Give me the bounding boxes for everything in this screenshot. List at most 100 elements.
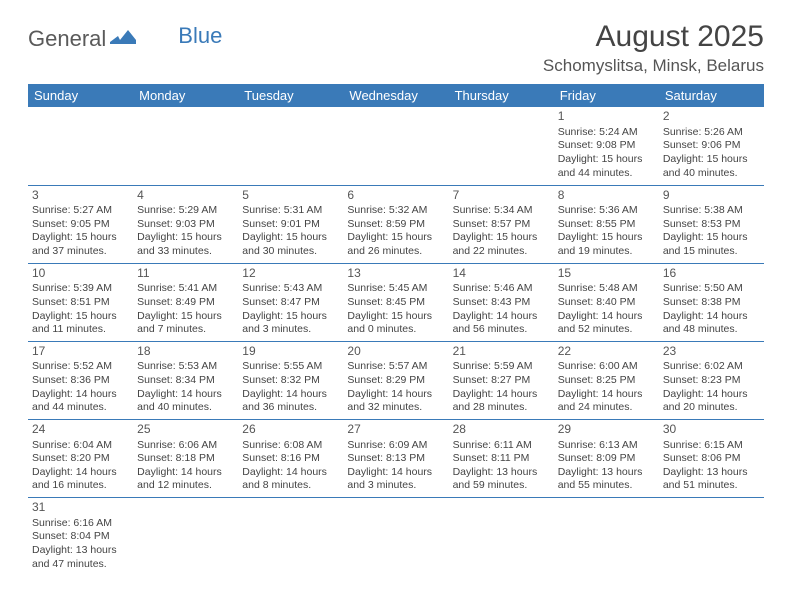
day-header: Monday (133, 84, 238, 107)
sunrise-text: Sunrise: 6:11 AM (453, 439, 550, 453)
calendar-cell: 15Sunrise: 5:48 AMSunset: 8:40 PMDayligh… (554, 263, 659, 341)
calendar-cell: 19Sunrise: 5:55 AMSunset: 8:32 PMDayligh… (238, 341, 343, 419)
calendar-cell: 11Sunrise: 5:41 AMSunset: 8:49 PMDayligh… (133, 263, 238, 341)
day-number: 26 (242, 422, 339, 438)
logo-text-general: General (28, 26, 106, 52)
sunset-text: Sunset: 8:16 PM (242, 452, 339, 466)
sunset-text: Sunset: 8:34 PM (137, 374, 234, 388)
day-number: 17 (32, 344, 129, 360)
day-number: 23 (663, 344, 760, 360)
sunrise-text: Sunrise: 5:43 AM (242, 282, 339, 296)
daylight-text: Daylight: 15 hours and 33 minutes. (137, 231, 234, 258)
sunrise-text: Sunrise: 6:06 AM (137, 439, 234, 453)
day-header: Sunday (28, 84, 133, 107)
sunset-text: Sunset: 8:47 PM (242, 296, 339, 310)
sunrise-text: Sunrise: 6:09 AM (347, 439, 444, 453)
day-number: 19 (242, 344, 339, 360)
day-header: Saturday (659, 84, 764, 107)
sunset-text: Sunset: 9:08 PM (558, 139, 655, 153)
day-number: 3 (32, 188, 129, 204)
sunset-text: Sunset: 8:53 PM (663, 218, 760, 232)
day-header: Friday (554, 84, 659, 107)
daylight-text: Daylight: 14 hours and 12 minutes. (137, 466, 234, 493)
calendar-cell: 17Sunrise: 5:52 AMSunset: 8:36 PMDayligh… (28, 341, 133, 419)
day-number: 16 (663, 266, 760, 282)
sunrise-text: Sunrise: 5:32 AM (347, 204, 444, 218)
daylight-text: Daylight: 15 hours and 40 minutes. (663, 153, 760, 180)
calendar-cell: 18Sunrise: 5:53 AMSunset: 8:34 PMDayligh… (133, 341, 238, 419)
sunrise-text: Sunrise: 5:39 AM (32, 282, 129, 296)
calendar-cell (449, 107, 554, 185)
daylight-text: Daylight: 14 hours and 40 minutes. (137, 388, 234, 415)
day-number: 27 (347, 422, 444, 438)
daylight-text: Daylight: 13 hours and 55 minutes. (558, 466, 655, 493)
sunset-text: Sunset: 8:29 PM (347, 374, 444, 388)
calendar-week-row: 17Sunrise: 5:52 AMSunset: 8:36 PMDayligh… (28, 341, 764, 419)
day-number: 18 (137, 344, 234, 360)
sunrise-text: Sunrise: 6:16 AM (32, 517, 129, 531)
sunrise-text: Sunrise: 6:13 AM (558, 439, 655, 453)
daylight-text: Daylight: 14 hours and 24 minutes. (558, 388, 655, 415)
sunset-text: Sunset: 9:05 PM (32, 218, 129, 232)
calendar-cell: 12Sunrise: 5:43 AMSunset: 8:47 PMDayligh… (238, 263, 343, 341)
daylight-text: Daylight: 13 hours and 51 minutes. (663, 466, 760, 493)
calendar-cell: 13Sunrise: 5:45 AMSunset: 8:45 PMDayligh… (343, 263, 448, 341)
calendar-cell: 2Sunrise: 5:26 AMSunset: 9:06 PMDaylight… (659, 107, 764, 185)
day-header: Thursday (449, 84, 554, 107)
daylight-text: Daylight: 14 hours and 52 minutes. (558, 310, 655, 337)
sunset-text: Sunset: 8:25 PM (558, 374, 655, 388)
calendar-cell: 21Sunrise: 5:59 AMSunset: 8:27 PMDayligh… (449, 341, 554, 419)
sunrise-text: Sunrise: 5:36 AM (558, 204, 655, 218)
sunset-text: Sunset: 8:40 PM (558, 296, 655, 310)
sunrise-text: Sunrise: 5:46 AM (453, 282, 550, 296)
day-number: 25 (137, 422, 234, 438)
day-number: 21 (453, 344, 550, 360)
day-number: 15 (558, 266, 655, 282)
sunset-text: Sunset: 8:11 PM (453, 452, 550, 466)
daylight-text: Daylight: 15 hours and 30 minutes. (242, 231, 339, 258)
day-number: 12 (242, 266, 339, 282)
day-number: 9 (663, 188, 760, 204)
sunset-text: Sunset: 8:18 PM (137, 452, 234, 466)
day-number: 30 (663, 422, 760, 438)
calendar-body: 1Sunrise: 5:24 AMSunset: 9:08 PMDaylight… (28, 107, 764, 576)
calendar-cell: 9Sunrise: 5:38 AMSunset: 8:53 PMDaylight… (659, 185, 764, 263)
sunrise-text: Sunrise: 5:29 AM (137, 204, 234, 218)
daylight-text: Daylight: 14 hours and 56 minutes. (453, 310, 550, 337)
calendar-cell: 8Sunrise: 5:36 AMSunset: 8:55 PMDaylight… (554, 185, 659, 263)
sunset-text: Sunset: 8:43 PM (453, 296, 550, 310)
daylight-text: Daylight: 14 hours and 28 minutes. (453, 388, 550, 415)
calendar-cell (133, 107, 238, 185)
title-block: August 2025 Schomyslitsa, Minsk, Belarus (543, 20, 764, 76)
day-number: 10 (32, 266, 129, 282)
calendar-table: Sunday Monday Tuesday Wednesday Thursday… (28, 84, 764, 576)
sunset-text: Sunset: 8:38 PM (663, 296, 760, 310)
daylight-text: Daylight: 13 hours and 59 minutes. (453, 466, 550, 493)
day-number: 28 (453, 422, 550, 438)
sunrise-text: Sunrise: 5:52 AM (32, 360, 129, 374)
sunrise-text: Sunrise: 6:04 AM (32, 439, 129, 453)
calendar-cell: 25Sunrise: 6:06 AMSunset: 8:18 PMDayligh… (133, 419, 238, 497)
header: General Blue August 2025 Schomyslitsa, M… (28, 20, 764, 76)
sunset-text: Sunset: 8:45 PM (347, 296, 444, 310)
calendar-cell: 20Sunrise: 5:57 AMSunset: 8:29 PMDayligh… (343, 341, 448, 419)
sunset-text: Sunset: 8:59 PM (347, 218, 444, 232)
sunset-text: Sunset: 8:09 PM (558, 452, 655, 466)
sunrise-text: Sunrise: 6:00 AM (558, 360, 655, 374)
sunset-text: Sunset: 8:13 PM (347, 452, 444, 466)
calendar-cell: 16Sunrise: 5:50 AMSunset: 8:38 PMDayligh… (659, 263, 764, 341)
calendar-cell: 1Sunrise: 5:24 AMSunset: 9:08 PMDaylight… (554, 107, 659, 185)
day-number: 4 (137, 188, 234, 204)
sunrise-text: Sunrise: 5:41 AM (137, 282, 234, 296)
day-header-row: Sunday Monday Tuesday Wednesday Thursday… (28, 84, 764, 107)
day-number: 8 (558, 188, 655, 204)
calendar-cell (343, 107, 448, 185)
sunset-text: Sunset: 8:04 PM (32, 530, 129, 544)
day-number: 31 (32, 500, 129, 516)
daylight-text: Daylight: 14 hours and 48 minutes. (663, 310, 760, 337)
daylight-text: Daylight: 14 hours and 16 minutes. (32, 466, 129, 493)
daylight-text: Daylight: 15 hours and 15 minutes. (663, 231, 760, 258)
day-number: 22 (558, 344, 655, 360)
calendar-week-row: 31Sunrise: 6:16 AMSunset: 8:04 PMDayligh… (28, 498, 764, 576)
day-number: 24 (32, 422, 129, 438)
